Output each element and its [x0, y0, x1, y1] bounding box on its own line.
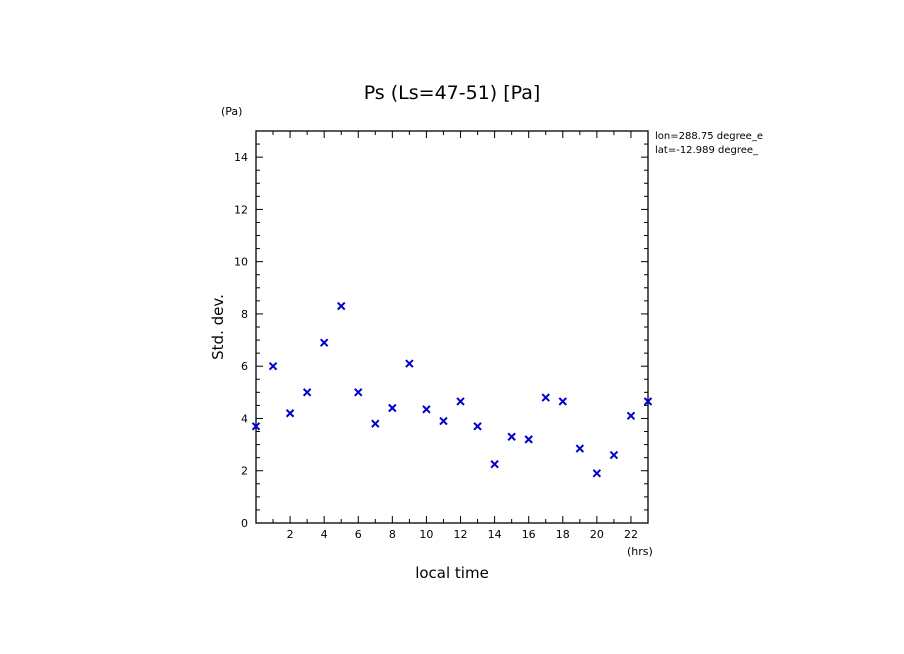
data-point [268, 361, 278, 371]
data-point [405, 359, 414, 368]
data-point [541, 393, 550, 402]
data-point [609, 450, 619, 460]
x-tick-label: 8 [389, 528, 396, 541]
x-tick-label: 18 [556, 528, 570, 541]
data-point [490, 459, 499, 469]
x-axis-label: local time [415, 564, 489, 582]
y-tick-label: 2 [241, 465, 248, 478]
y-tick-label: 10 [234, 256, 248, 269]
x-unit-label: (hrs) [627, 545, 653, 558]
x-tick-label: 20 [590, 528, 604, 541]
data-point [524, 435, 533, 444]
data-point [388, 403, 397, 413]
x-tick-label: 16 [522, 528, 536, 541]
data-point [592, 469, 602, 478]
data-point [558, 397, 567, 406]
y-tick-label: 0 [241, 517, 248, 530]
data-point [371, 419, 380, 428]
data-point [507, 432, 516, 441]
y-unit-label: (Pa) [221, 105, 242, 118]
chart-title: Ps (Ls=47-51) [Pa] [364, 82, 541, 104]
annotation-lat: lat=-12.989 degree_ [655, 145, 759, 156]
data-point [302, 388, 312, 397]
x-tick-label: 4 [321, 528, 328, 541]
data-point [439, 416, 448, 426]
data-point [354, 388, 363, 397]
tick-labels: 2 4 6 8 10 12 14 16 18 20 22 0 2 4 6 8 10 12 14 [234, 151, 638, 541]
x-tick-label: 22 [624, 528, 638, 541]
plot-frame [255, 130, 649, 524]
x-tick-label: 14 [488, 528, 502, 541]
y-tick-label: 14 [234, 151, 248, 164]
data-point [626, 411, 636, 421]
data-point [643, 397, 653, 406]
x-tick-label: 2 [287, 528, 294, 541]
x-tick-label: 12 [454, 528, 468, 541]
data-point [337, 301, 346, 311]
y-tick-label: 6 [241, 360, 248, 373]
x-tick-label: 10 [419, 528, 433, 541]
y-tick-label: 8 [241, 308, 248, 321]
data-point [285, 409, 295, 418]
data-point [575, 444, 585, 453]
y-axis-label: Std. dev. [209, 294, 227, 360]
axis-ticks [255, 130, 649, 524]
y-tick-label: 4 [241, 412, 248, 425]
data-point [473, 422, 482, 431]
y-tick-label: 12 [234, 203, 248, 216]
data-point [456, 397, 465, 406]
data-point [319, 338, 329, 347]
data-points [251, 301, 653, 478]
x-tick-label: 6 [355, 528, 362, 541]
data-point [251, 422, 261, 431]
annotation-lon: lon=288.75 degree_e [655, 131, 763, 142]
data-point [422, 405, 431, 414]
